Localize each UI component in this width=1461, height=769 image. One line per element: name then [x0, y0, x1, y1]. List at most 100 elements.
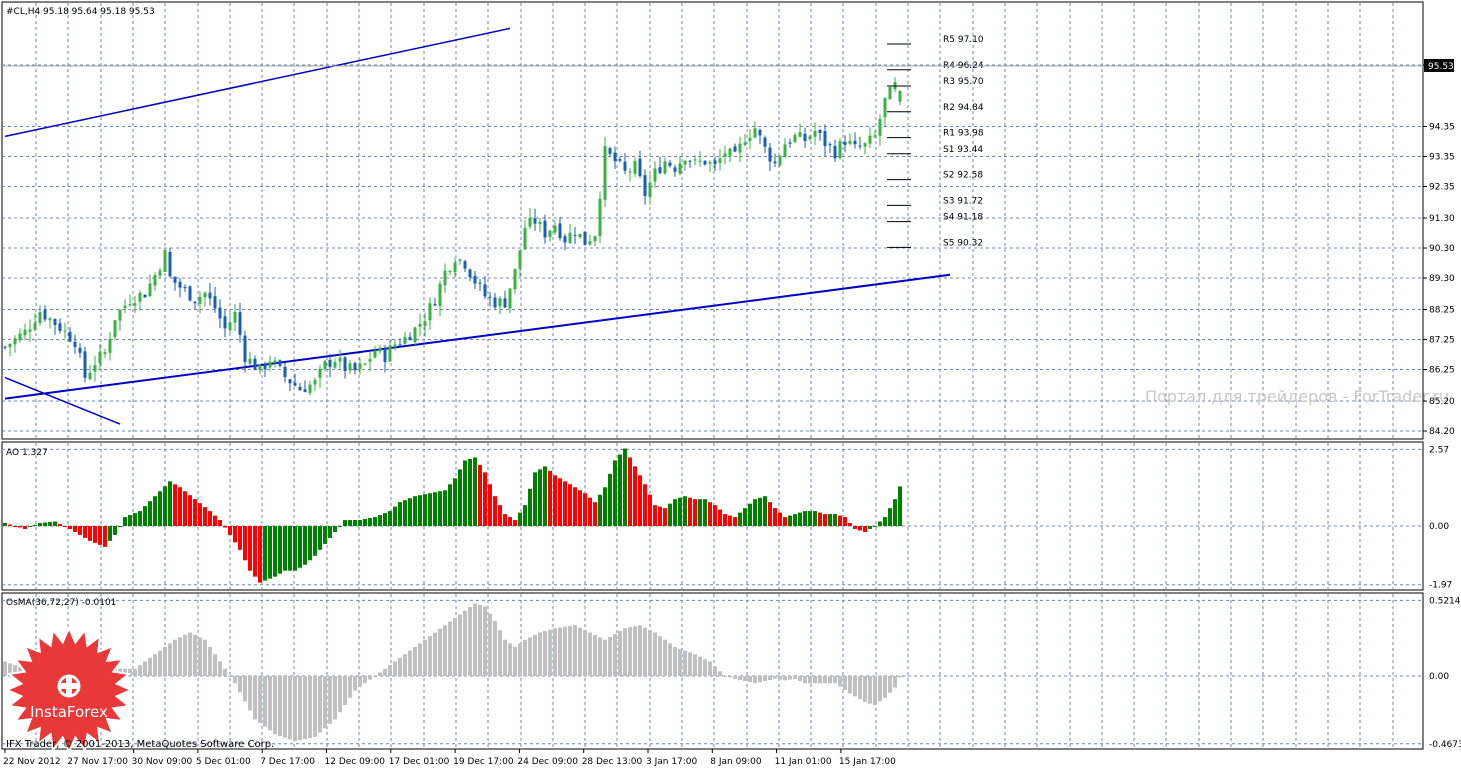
- ao-bar: [18, 526, 22, 528]
- osma-bar: [163, 647, 167, 676]
- ao-bar: [528, 488, 532, 526]
- price-tick-label: 88.25: [1429, 306, 1455, 316]
- ao-bar: [303, 526, 307, 565]
- time-tick-label: 5 Dec 01:00: [196, 757, 251, 767]
- candle-body: [708, 162, 712, 164]
- ao-bar: [53, 521, 57, 526]
- candle-body: [548, 230, 552, 237]
- candle-body: [823, 131, 827, 147]
- osma-bar: [813, 676, 817, 684]
- osma-bar: [873, 676, 877, 705]
- candle-body: [173, 276, 177, 283]
- osma-bar: [713, 666, 717, 676]
- osma-bar: [148, 657, 152, 676]
- ao-bar: [353, 520, 357, 526]
- osma-bar: [418, 643, 422, 676]
- osma-bar: [553, 628, 557, 676]
- candle-body: [628, 171, 632, 173]
- trend-line: [4, 27, 511, 138]
- osma-bar: [568, 625, 572, 676]
- ao-bar: [93, 526, 97, 543]
- osma-bar: [843, 676, 847, 691]
- osma-bar: [168, 643, 172, 676]
- ao-bar: [183, 491, 187, 526]
- ao-bar: [253, 526, 257, 577]
- current-price-tag: 95.53: [1424, 59, 1454, 72]
- osma-bar: [593, 634, 597, 676]
- osma-bar: [638, 625, 642, 676]
- osma-bar: [228, 676, 232, 677]
- pivot-level-label: S5 90.32: [943, 238, 983, 248]
- candle-body: [263, 364, 267, 370]
- ao-bar: [243, 526, 247, 561]
- candle-body: [493, 297, 497, 308]
- candle-body: [878, 119, 882, 136]
- ao-bar: [368, 518, 372, 526]
- candle-body: [273, 360, 277, 364]
- ao-bar: [58, 524, 62, 526]
- candle-body: [233, 311, 237, 323]
- osma-bar: [753, 676, 757, 684]
- price-tick-label: 87.25: [1429, 336, 1455, 346]
- osma-bar: [213, 654, 217, 676]
- candle-body: [363, 363, 367, 365]
- ao-bar: [898, 486, 902, 526]
- osma-bar: [883, 676, 887, 698]
- osma-bar: [858, 676, 862, 700]
- candle-body: [48, 318, 52, 321]
- trend-line: [4, 273, 951, 400]
- candle-body: [728, 148, 732, 156]
- candle-body: [843, 142, 847, 145]
- candle-body: [193, 301, 197, 304]
- ao-axis: 2.57 0.00 -1.97: [1429, 445, 1452, 590]
- candle-body: [558, 223, 562, 239]
- ao-bar: [723, 514, 727, 526]
- ao-bar: [808, 511, 812, 526]
- candle-body: [68, 331, 72, 342]
- ao-bar: [803, 511, 807, 526]
- ao-bar: [703, 499, 707, 526]
- candle-body: [848, 140, 852, 144]
- osma-bar: [773, 676, 777, 679]
- osma-axis: 0.5214 0.00 -0.4673: [1429, 596, 1461, 749]
- candle-body: [83, 351, 87, 378]
- candle-body: [323, 360, 327, 370]
- candle-body: [78, 347, 82, 353]
- osma-bar: [293, 676, 297, 742]
- watermark-text: Портал для трейдеров - ForTrader.ru: [1145, 387, 1449, 406]
- candle-body: [643, 175, 647, 197]
- candle-body: [608, 148, 612, 154]
- ao-bar: [693, 499, 697, 526]
- osma-bar: [508, 643, 512, 676]
- osma-bar: [603, 639, 607, 676]
- candle-body: [678, 163, 682, 174]
- candle-body: [483, 284, 487, 297]
- ao-bar: [393, 506, 397, 526]
- candle-body: [383, 348, 387, 363]
- ao-bar: [548, 470, 552, 526]
- candle-body: [453, 262, 457, 273]
- ao-bar: [263, 526, 267, 581]
- candle-body: [648, 182, 652, 198]
- ao-bar: [198, 503, 202, 526]
- candle-body: [828, 144, 832, 146]
- ao-bar: [333, 526, 337, 532]
- current-price-label: 95.53: [1428, 62, 1454, 72]
- candle-body: [463, 261, 467, 269]
- osma-bar: [503, 639, 507, 676]
- osma-bar: [278, 676, 282, 736]
- candle-body: [703, 160, 707, 165]
- ao-bar: [48, 522, 52, 526]
- osma-bar: [248, 676, 252, 711]
- ao-indicator-panel[interactable]: AO 1.327 2.57 0.00 -1.97: [1, 441, 1452, 591]
- logo-emblem-icon: [57, 674, 81, 698]
- price-tick-label: 85.20: [1429, 397, 1455, 407]
- osma-bar: [383, 668, 387, 676]
- trend-lines[interactable]: [4, 27, 951, 425]
- candle-body: [813, 130, 817, 137]
- osma-bar: [893, 676, 897, 688]
- ao-bar: [438, 491, 442, 526]
